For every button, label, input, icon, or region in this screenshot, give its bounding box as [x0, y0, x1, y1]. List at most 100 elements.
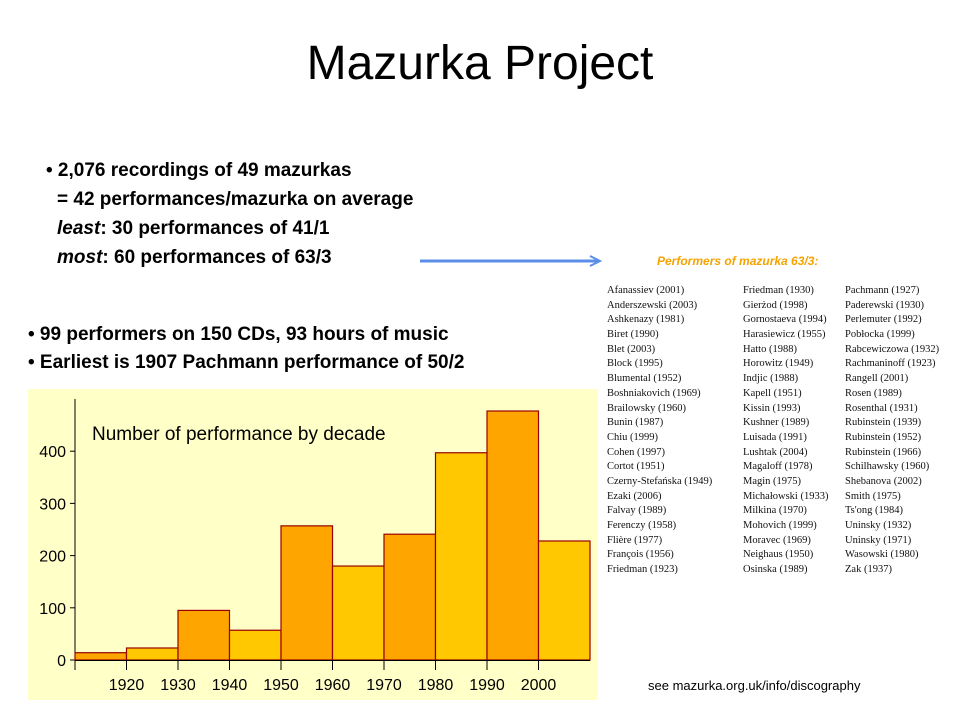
x-tick-label: 1920 — [109, 677, 145, 694]
performer-entry: Pobłocka (1999) — [845, 329, 915, 341]
performer-entry: Osinska (1989) — [743, 564, 808, 576]
decade-bar-chart: 0 100 200 300 400 1920 1930 1940 1950 1960 1970 198… — [39, 399, 591, 694]
performer-entry: Brailowsky (1960) — [607, 402, 687, 414]
bar-1950 — [280, 525, 334, 661]
performer-entry: Blumental (1952) — [607, 373, 682, 385]
performer-entry: Pachmann (1927) — [845, 285, 920, 296]
performer-entry: Paderewski (1930) — [845, 299, 925, 311]
discography-note: see mazurka.org.uk/info/discography — [648, 678, 861, 693]
most-label: most — [57, 247, 103, 268]
bar-1930 — [177, 609, 231, 661]
performer-entry: Anderszewski (2003) — [607, 299, 698, 311]
performer-entry: Kushner (1989) — [743, 417, 810, 429]
y-tick-label: 400 — [39, 444, 66, 461]
bar-1990 — [486, 410, 540, 661]
least-value: : 30 performances of 41/1 — [100, 218, 330, 239]
bullet-recordings: • 2,076 recordings of 49 mazurkas — [46, 160, 352, 181]
performer-entry: Uninsky (1932) — [845, 520, 912, 531]
performers-column-3: Pachmann (1927) Paderewski (1930) Perlemut… — [845, 284, 939, 578]
performer-entry: Rabcewiczowa (1932) — [845, 343, 940, 355]
performer-entry: Zak (1937) — [845, 564, 892, 576]
performer-entry: Perlemuter (1992) — [845, 314, 922, 326]
performer-entry: Shebanova (2002) — [845, 475, 922, 487]
performer-entry: Biret (1990) — [607, 329, 659, 341]
bar-1960 — [331, 565, 385, 661]
bar-1980 — [434, 452, 488, 661]
performer-entry: Indjic (1988) — [743, 373, 799, 385]
performer-entry: Neighaus (1950) — [743, 549, 814, 561]
x-tick-label: 1980 — [418, 677, 454, 694]
performer-entry: Friedman (1930) — [743, 285, 814, 296]
x-tick-label: 1960 — [315, 677, 351, 694]
performer-entry: Rosenthal (1931) — [845, 402, 918, 414]
performer-entry: Mohovich (1999) — [743, 520, 817, 531]
performer-entry: Hatto (1988) — [743, 343, 797, 355]
performer-entry: Ashkenazy (1981) — [607, 314, 685, 326]
bullet-average: = 42 performances/mazurka on average — [57, 189, 414, 210]
x-tick-label: 1970 — [366, 677, 402, 694]
least-label: least — [57, 218, 101, 239]
performer-entry: Rachmaninoff (1923) — [845, 358, 936, 370]
performer-entry: Harasiewicz (1955) — [743, 329, 826, 341]
performer-entry: Cortot (1951) — [607, 461, 665, 473]
chart-title: Number of performance by decade — [92, 424, 386, 445]
performer-entry: Blet (2003) — [607, 343, 656, 355]
x-tick-label: 1990 — [469, 677, 505, 694]
performer-entry: Czerny-Stefańska (1949) — [607, 475, 713, 487]
x-tick-label: 1930 — [160, 677, 196, 694]
performer-entry: Kapell (1951) — [743, 387, 802, 399]
performers-column-1: Afanassiev (2001) Anderszewski (2003) Ashk… — [607, 284, 712, 578]
performer-entry: François (1956) — [607, 549, 674, 561]
page-title: Mazurka Project — [306, 37, 654, 90]
performer-entry: Luisada (1991) — [743, 431, 807, 443]
performer-entry: Rubinstein (1939) — [845, 417, 922, 429]
performer-entry: Rangell (2001) — [845, 373, 909, 385]
y-tick-label: 200 — [39, 549, 66, 566]
performer-entry: Friedman (1923) — [607, 564, 678, 576]
performer-entry: Magaloff (1978) — [743, 461, 813, 473]
y-tick-label: 300 — [39, 496, 66, 513]
x-tick-label: 1950 — [263, 677, 299, 694]
performers-column-2: Friedman (1930) Gierżod (1998) Gornostaeva… — [743, 284, 828, 578]
performers-bullets: • 99 performers on 150 CDs, 93 hours of … — [28, 321, 464, 377]
performer-entry: Gierżod (1998) — [743, 299, 808, 311]
y-tick-label: 0 — [57, 653, 66, 670]
performer-entry: Schilhawsky (1960) — [845, 461, 930, 473]
performer-entry: Magin (1975) — [743, 475, 802, 487]
performer-entry: Horowitz (1949) — [743, 358, 814, 370]
performer-entry: Afanassiev (2001) — [607, 285, 685, 296]
performer-entry: Ts'ong (1984) — [845, 505, 904, 517]
bullet-least: least: 30 performances of 41/1 — [46, 214, 413, 243]
bar-1970 — [383, 533, 437, 661]
chart-panel: 0 100 200 300 400 1920 1930 1940 1950 1960 1970 198… — [28, 389, 598, 700]
performer-entry: Boshniakovich (1969) — [607, 387, 701, 399]
bar-1940 — [228, 629, 282, 661]
most-value: : 60 performances of 63/3 — [102, 247, 332, 268]
performer-entry: Ezaki (2006) — [607, 490, 662, 502]
bullet-earliest: • Earliest is 1907 Pachmann performance … — [28, 352, 465, 373]
performer-entry: Gornostaeva (1994) — [743, 314, 827, 326]
performer-entry: Wasowski (1980) — [845, 549, 919, 561]
performers-list: Afanassiev (2001) Anderszewski (2003) Ashk… — [607, 284, 957, 589]
performer-entry: Smith (1975) — [845, 490, 901, 502]
performer-entry: Rosen (1989) — [845, 387, 902, 399]
performer-entry: Rubinstein (1966) — [845, 446, 922, 458]
bullet-performers: • 99 performers on 150 CDs, 93 hours of … — [28, 324, 449, 345]
summary-bullets: • 2,076 recordings of 49 mazurkas = 42 p… — [46, 156, 413, 272]
performer-entry: Flière (1977) — [607, 534, 663, 546]
bar-1920 — [125, 647, 179, 661]
performer-entry: Milkina (1970) — [743, 505, 807, 517]
performer-entry: Bunin (1987) — [607, 417, 664, 429]
bar-1910 — [74, 652, 128, 661]
x-tick-label: 2000 — [521, 677, 557, 694]
performer-entry: Uninsky (1971) — [845, 534, 912, 546]
y-tick-label: 100 — [39, 601, 66, 618]
performer-entry: Moravec (1969) — [743, 534, 811, 546]
performer-entry: Cohen (1997) — [607, 446, 666, 458]
performer-entry: Ferenczy (1958) — [607, 520, 677, 531]
x-tick-label: 1940 — [212, 677, 248, 694]
performer-entry: Chiu (1999) — [607, 431, 659, 443]
performers-caption: Performers of mazurka 63/3: — [657, 254, 819, 268]
arrow-icon — [420, 255, 603, 267]
bar-2000 — [537, 540, 591, 661]
